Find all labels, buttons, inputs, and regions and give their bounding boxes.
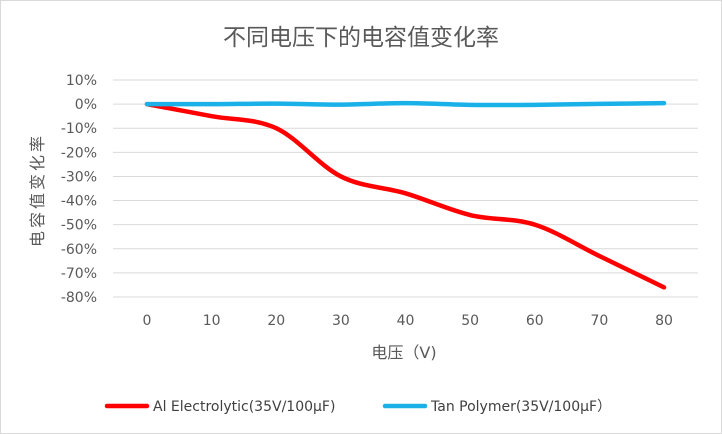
y-axis-label: 电容值变化率 [28, 133, 47, 247]
x-tick-label: 70 [590, 313, 608, 329]
legend: Al Electrolytic(35V/100μF) Tan Polymer(35… [104, 399, 611, 415]
x-tick-label: 80 [655, 313, 673, 329]
x-tick-label: 40 [397, 313, 415, 329]
x-tick-label: 10 [203, 313, 221, 329]
series-lines [144, 100, 667, 290]
y-tick-label: -50% [61, 218, 97, 234]
y-tick-label: -40% [61, 194, 97, 210]
y-tick-label: -30% [61, 169, 97, 185]
legend-label-2: Tan Polymer(35V/100μF） [430, 399, 611, 415]
x-tick-label: 0 [143, 313, 152, 329]
y-tick-label: 0% [75, 97, 97, 113]
y-tick-label: -80% [61, 290, 97, 306]
x-tick-label: 50 [461, 313, 479, 329]
y-tick-labels: 10% 0% -10% -20% -30% -40% -50% -60% -70% -80% [61, 73, 97, 306]
x-tick-labels: 0 10 20 30 40 50 60 70 80 [143, 313, 673, 329]
y-tick-label: 10% [66, 73, 97, 89]
x-tick-label: 60 [526, 313, 544, 329]
series-line-1 [144, 101, 667, 290]
y-tick-label: -10% [61, 121, 97, 137]
x-tick-label: 30 [332, 313, 350, 329]
x-tick-label: 20 [267, 313, 285, 329]
legend-label-1: Al Electrolytic(35V/100μF) [153, 399, 335, 415]
y-tick-label: -60% [61, 242, 97, 258]
x-axis-label: 电压（V) [371, 343, 436, 362]
series-line-2 [144, 100, 667, 108]
y-tick-label: -70% [61, 266, 97, 282]
chart-title: 不同电压下的电容值变化率 [223, 25, 499, 51]
y-tick-label: -20% [61, 145, 97, 161]
